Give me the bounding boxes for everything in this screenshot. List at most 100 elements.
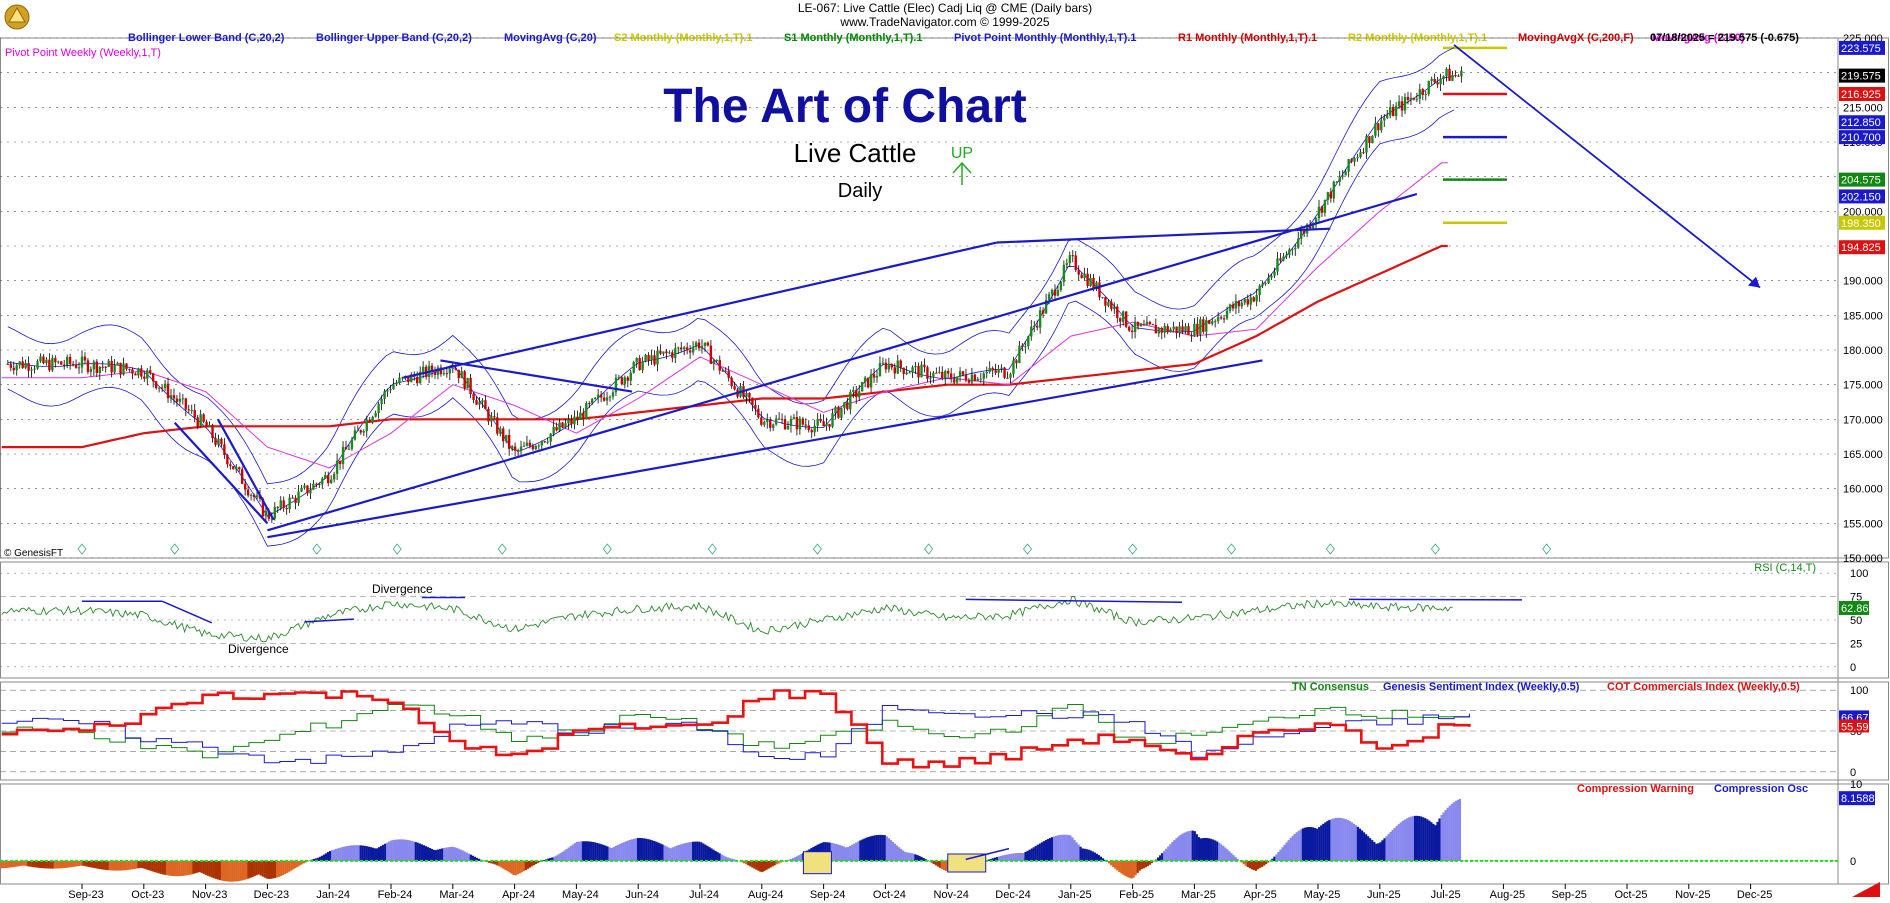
- candle-body: [988, 367, 991, 372]
- x-tick-label: Aug-25: [1490, 889, 1525, 901]
- candle-body: [1107, 301, 1110, 306]
- compression-bar: [732, 859, 736, 861]
- sentiment-badge-label: 55.59: [1841, 721, 1869, 733]
- compression-bar: [918, 855, 921, 861]
- candle-body: [834, 407, 837, 414]
- candle-body: [682, 347, 686, 350]
- compression-bar: [1320, 825, 1323, 861]
- x-tick-label: Sep-25: [1551, 889, 1586, 901]
- compression-bar: [422, 845, 426, 861]
- compression-bar: [1375, 843, 1378, 861]
- x-tick-label: Jun-25: [1367, 889, 1401, 901]
- candle-body: [6, 363, 10, 365]
- scroll-arrow-icon[interactable]: [1852, 882, 1880, 897]
- compression-bar: [1277, 852, 1280, 861]
- compression-bar: [320, 855, 324, 861]
- candle-body: [733, 386, 736, 390]
- x-tick-label: Feb-25: [1119, 889, 1154, 901]
- compression-bar: [1122, 860, 1125, 875]
- compression-bar: [712, 849, 715, 861]
- compression-bar: [1338, 817, 1341, 861]
- candle-body: [706, 342, 710, 346]
- candle-body: [887, 363, 891, 370]
- candle-body: [730, 377, 733, 387]
- candle-body: [1415, 98, 1419, 100]
- compression-bar: [594, 842, 597, 861]
- upper-channel-ext: [996, 227, 1331, 244]
- compression-bar: [1360, 830, 1364, 861]
- candle-body: [416, 376, 419, 384]
- compression-bar: [698, 841, 701, 861]
- candle-body: [1231, 304, 1235, 309]
- compression-bar: [145, 860, 148, 870]
- compression-bar: [235, 860, 238, 882]
- candle-body: [1264, 283, 1267, 285]
- candle-body: [1163, 326, 1166, 333]
- compression-bar: [626, 840, 629, 861]
- compression-bar: [944, 860, 948, 871]
- candle-body: [1080, 274, 1083, 279]
- candle-body: [407, 375, 410, 383]
- candle-body: [1071, 255, 1074, 257]
- candle-body: [1371, 135, 1374, 144]
- compression-bar: [685, 842, 689, 861]
- candle-body: [1062, 264, 1066, 282]
- compression-bar: [936, 860, 939, 867]
- compression-bar: [1095, 853, 1099, 861]
- compression-bar: [471, 855, 474, 861]
- compression-bar: [1014, 853, 1017, 861]
- compression-bar: [1203, 837, 1207, 861]
- compression-bar: [759, 860, 762, 872]
- compression-bar: [1293, 833, 1296, 861]
- compression-bar: [1075, 842, 1078, 861]
- price-badge: [1839, 189, 1885, 204]
- candle-body: [184, 398, 188, 410]
- compression-bar: [632, 838, 636, 861]
- y-tick-label: 175.000: [1843, 380, 1883, 392]
- candle-body: [1130, 330, 1134, 333]
- candle-body: [1003, 367, 1006, 378]
- candle-body: [932, 372, 935, 378]
- candle-body: [525, 442, 529, 446]
- candle-body: [1216, 317, 1220, 322]
- candle-body: [745, 392, 748, 398]
- candle-body: [163, 383, 167, 389]
- compression-bar: [1024, 852, 1027, 861]
- compression-bar: [161, 860, 164, 875]
- compression-bar: [675, 845, 678, 861]
- candle-body: [36, 361, 39, 369]
- compression-bar: [1222, 845, 1225, 861]
- candle-body: [1202, 319, 1205, 332]
- compression-bar: [655, 841, 658, 861]
- candle-body: [564, 423, 567, 428]
- candle-body: [1332, 181, 1336, 199]
- candle-body: [1113, 306, 1116, 310]
- candle-body: [825, 423, 828, 427]
- compression-bar: [37, 860, 40, 868]
- compression-bar: [657, 842, 660, 861]
- compression-bar: [1156, 857, 1160, 861]
- compression-bar: [78, 860, 81, 867]
- candle-body: [763, 421, 766, 425]
- compression-bar: [687, 842, 691, 861]
- compression-bar: [1073, 839, 1076, 861]
- candle-body: [45, 359, 48, 364]
- compression-bar: [1008, 854, 1011, 861]
- compression-bar: [1205, 838, 1209, 861]
- candle-body: [1142, 324, 1146, 326]
- candle-body: [60, 361, 63, 365]
- compression-bar: [1409, 816, 1413, 861]
- compression-bar: [606, 846, 609, 861]
- candle-body: [279, 500, 282, 509]
- x-tick-label: Mar-25: [1181, 889, 1216, 901]
- compression-bar: [1342, 818, 1345, 861]
- rsi-title: RSI (C,14,T): [1754, 562, 1816, 574]
- candle-body: [1021, 345, 1024, 348]
- candle-body: [107, 360, 110, 368]
- compression-bar: [1012, 853, 1015, 861]
- compression-bar: [1442, 812, 1445, 861]
- candle-body: [964, 374, 968, 381]
- compression-bar: [1191, 830, 1194, 861]
